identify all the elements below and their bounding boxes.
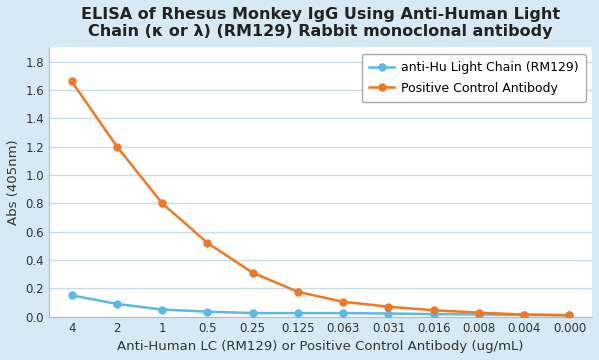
Positive Control Antibody — [68, 79, 75, 84]
anti-Hu Light Chain (RM129) — [385, 311, 392, 316]
Positive Control Antibody — [476, 311, 483, 315]
Line: anti-Hu Light Chain (RM129): anti-Hu Light Chain (RM129) — [68, 292, 573, 319]
Positive Control Antibody — [521, 312, 528, 317]
anti-Hu Light Chain (RM129) — [476, 312, 483, 317]
Positive Control Antibody — [294, 290, 301, 294]
anti-Hu Light Chain (RM129) — [204, 310, 211, 314]
Legend: anti-Hu Light Chain (RM129), Positive Control Antibody: anti-Hu Light Chain (RM129), Positive Co… — [362, 54, 586, 102]
Positive Control Antibody — [430, 308, 437, 312]
anti-Hu Light Chain (RM129) — [159, 307, 166, 312]
Positive Control Antibody — [249, 271, 256, 275]
Positive Control Antibody — [113, 144, 120, 149]
Positive Control Antibody — [340, 300, 347, 304]
X-axis label: Anti-Human LC (RM129) or Positive Control Antibody (ug/mL): Anti-Human LC (RM129) or Positive Contro… — [117, 340, 524, 353]
Positive Control Antibody — [204, 241, 211, 245]
anti-Hu Light Chain (RM129) — [521, 313, 528, 317]
anti-Hu Light Chain (RM129) — [294, 311, 301, 315]
Positive Control Antibody — [385, 305, 392, 309]
Title: ELISA of Rhesus Monkey IgG Using Anti-Human Light
Chain (κ or λ) (RM129) Rabbit : ELISA of Rhesus Monkey IgG Using Anti-Hu… — [81, 7, 560, 39]
anti-Hu Light Chain (RM129) — [113, 302, 120, 306]
Positive Control Antibody — [159, 201, 166, 206]
anti-Hu Light Chain (RM129) — [249, 311, 256, 315]
Line: Positive Control Antibody: Positive Control Antibody — [68, 78, 573, 319]
anti-Hu Light Chain (RM129) — [430, 312, 437, 316]
Y-axis label: Abs (405nm): Abs (405nm) — [7, 139, 20, 225]
anti-Hu Light Chain (RM129) — [68, 293, 75, 298]
Positive Control Antibody — [566, 313, 573, 318]
anti-Hu Light Chain (RM129) — [340, 311, 347, 315]
anti-Hu Light Chain (RM129) — [566, 313, 573, 318]
